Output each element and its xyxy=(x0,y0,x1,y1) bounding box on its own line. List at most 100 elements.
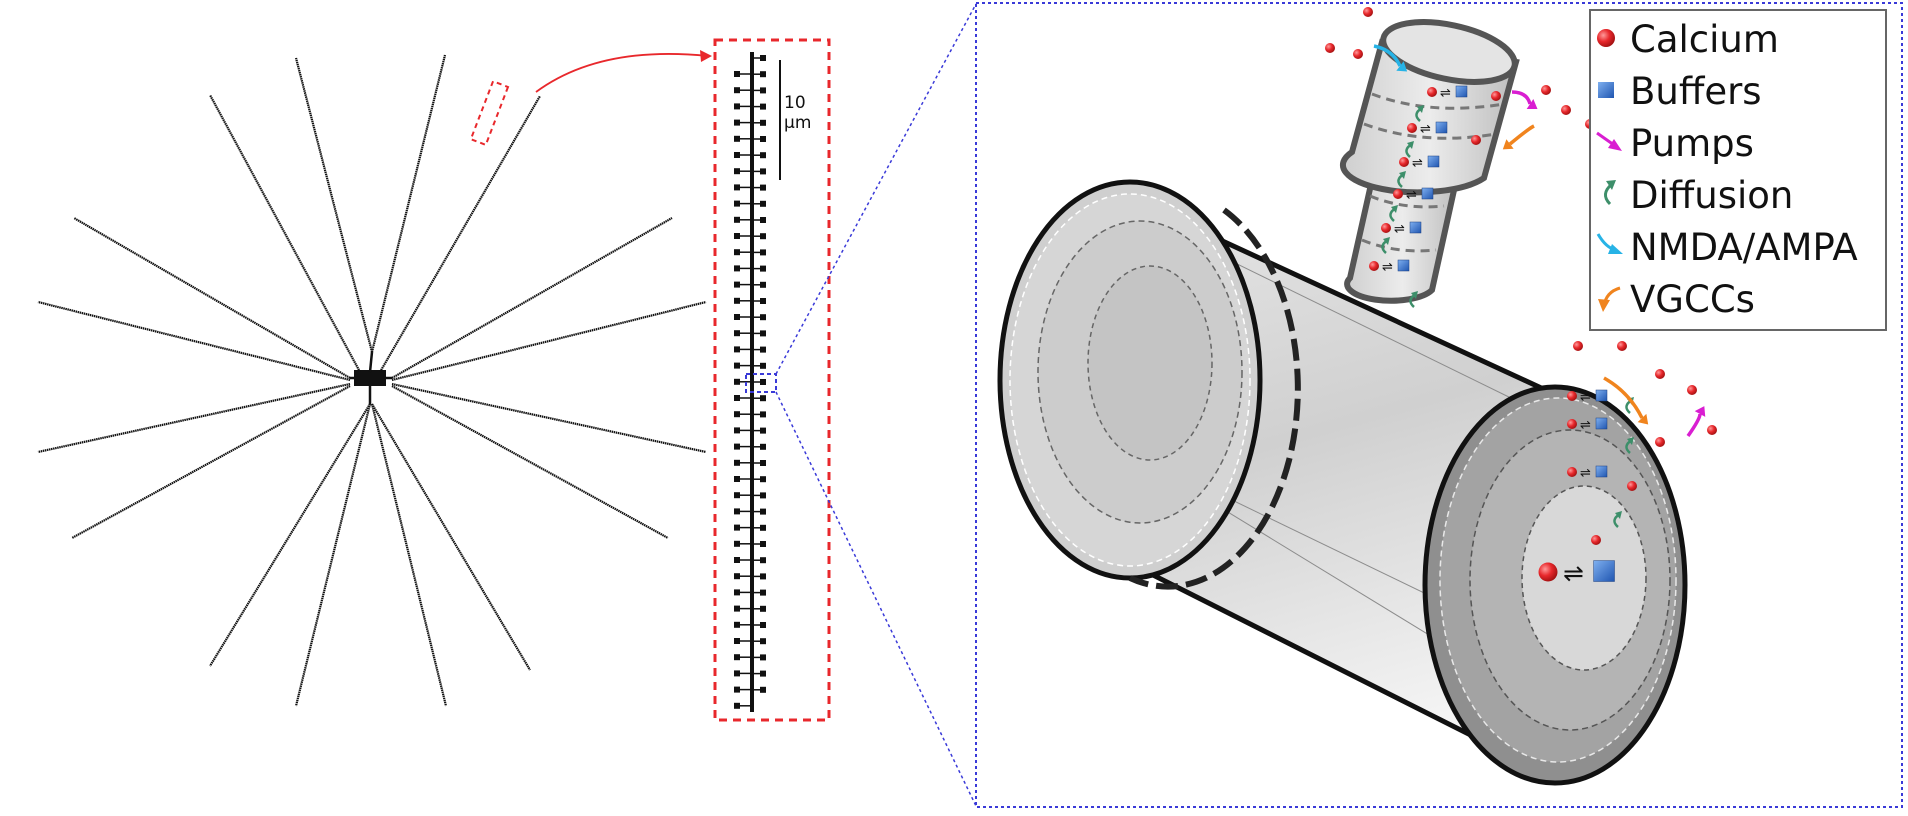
scale-bar-unit: µm xyxy=(784,113,811,133)
calcium-ion xyxy=(1561,105,1571,115)
diffusion-arrowhead xyxy=(1615,511,1622,519)
vgcc-arrow-head xyxy=(1502,139,1514,150)
legend-label-buffers: Buffers xyxy=(1630,70,1762,113)
spine-head-right xyxy=(760,233,766,240)
buffer-molecule xyxy=(1409,221,1422,234)
legend-label-nmda-ampa: NMDA/AMPA xyxy=(1630,226,1858,269)
spine-head-right xyxy=(760,184,766,191)
spine-head-right xyxy=(760,460,766,466)
diffusion-arrowhead xyxy=(1407,141,1414,149)
spine-head-right xyxy=(760,492,766,499)
pump-arrow xyxy=(1511,90,1532,105)
legend-label-vgccs: VGCCs xyxy=(1630,278,1755,321)
spine-head-left xyxy=(734,378,740,385)
spine-head-left xyxy=(734,427,740,434)
spine-head-left xyxy=(734,573,740,580)
spine-head-left xyxy=(734,314,740,320)
spine-head-right xyxy=(760,119,766,126)
spine-head-left xyxy=(734,508,740,515)
scale-bar-value: 10 xyxy=(784,93,806,113)
spine-head-left xyxy=(734,492,740,499)
reaction-symbol: ⇌ xyxy=(1420,122,1431,137)
spine-head-right xyxy=(760,314,766,321)
diffusion-arrowhead xyxy=(1399,171,1406,179)
spine-head-right xyxy=(760,670,766,677)
buffer-molecule xyxy=(1397,259,1410,272)
neuron-dendrite-branch xyxy=(294,57,374,353)
zoom-line-bottom xyxy=(775,391,977,807)
legend: Calcium Buffers Pumps Diffusion NMDA/AMP… xyxy=(1589,9,1887,331)
calcium-ion xyxy=(1707,425,1717,435)
spine-head-right xyxy=(760,330,766,337)
spine-head-right xyxy=(760,346,766,353)
spine-head-left xyxy=(734,605,740,612)
spine-head-left xyxy=(734,281,740,288)
calcium-ion xyxy=(1393,189,1403,199)
neuron-dendrite-branch xyxy=(71,385,351,539)
diffusion-arrowhead xyxy=(1391,205,1398,213)
legend-box xyxy=(1589,9,1887,331)
calcium-ion xyxy=(1591,535,1601,545)
cylinder-right-end-core xyxy=(1521,485,1647,671)
neuron-trunk xyxy=(368,351,374,373)
spine-head-right xyxy=(760,103,766,110)
buffer-cube-icon xyxy=(1598,82,1614,98)
spine-head-left xyxy=(734,459,740,466)
spine-head-right xyxy=(760,476,766,483)
spine-head-left xyxy=(734,119,740,126)
spine-head-right xyxy=(760,265,766,272)
calcium-ion xyxy=(1381,223,1391,233)
spine-head-right xyxy=(760,249,766,256)
buffer-molecule xyxy=(1435,121,1448,134)
spine-head-right xyxy=(760,379,766,385)
buffer-molecule xyxy=(1455,85,1468,98)
spine-head-right xyxy=(760,686,766,693)
zoom-connector-arrowhead xyxy=(700,50,712,62)
spine-head-left xyxy=(734,346,740,353)
neuron-dendrite-branch xyxy=(209,403,371,667)
calcium-ion xyxy=(1567,391,1577,401)
calcium-ion xyxy=(1538,562,1558,582)
spine-head-left xyxy=(734,589,740,596)
calcium-ion xyxy=(1541,85,1551,95)
calcium-ion xyxy=(1573,341,1583,351)
spine-head-right xyxy=(760,411,766,418)
neuron-dendrite-branch xyxy=(294,403,372,707)
spine-head-left xyxy=(734,265,740,272)
buffer-molecule xyxy=(1595,417,1608,430)
spine-head-right xyxy=(760,395,766,402)
curved-arrow-icon xyxy=(1604,180,1616,206)
spine-head-left xyxy=(734,654,740,661)
neuron-dendrite-branch xyxy=(391,300,707,382)
spine-head-right xyxy=(760,362,766,369)
spine-head-right xyxy=(760,168,766,175)
legend-label-pumps: Pumps xyxy=(1630,122,1754,165)
spine-head-right xyxy=(760,87,766,94)
zoom-line-top xyxy=(775,3,977,375)
reaction-symbol: ⇌ xyxy=(1394,222,1405,237)
spine-head-right xyxy=(760,654,766,661)
spine-head-left xyxy=(734,152,740,158)
calcium-ion xyxy=(1369,261,1379,271)
calcium-ion xyxy=(1325,43,1335,53)
spine-head-left xyxy=(734,557,740,563)
buffer-molecule xyxy=(1595,389,1608,402)
spine-head-left xyxy=(734,476,740,482)
vgcc-arrow xyxy=(1508,124,1535,146)
legend-label-calcium: Calcium xyxy=(1630,18,1779,61)
neuron-dendrite-branch xyxy=(73,217,351,379)
spine-head-top xyxy=(1380,19,1518,85)
spine-head-right xyxy=(760,200,766,207)
reaction-symbol: ⇌ xyxy=(1580,466,1591,481)
dendritic-spines xyxy=(734,55,766,709)
buffer-molecule xyxy=(1421,187,1434,200)
pump-arrow-head xyxy=(1526,99,1538,109)
buffer-molecule xyxy=(1595,465,1608,478)
spine-head-left xyxy=(734,87,740,94)
pump-arrow xyxy=(1686,413,1702,438)
segment-selection-box xyxy=(745,373,777,393)
spine-head-left xyxy=(734,103,740,110)
spine-head-left xyxy=(734,395,740,401)
reaction-symbol: ⇌ xyxy=(1440,86,1451,101)
